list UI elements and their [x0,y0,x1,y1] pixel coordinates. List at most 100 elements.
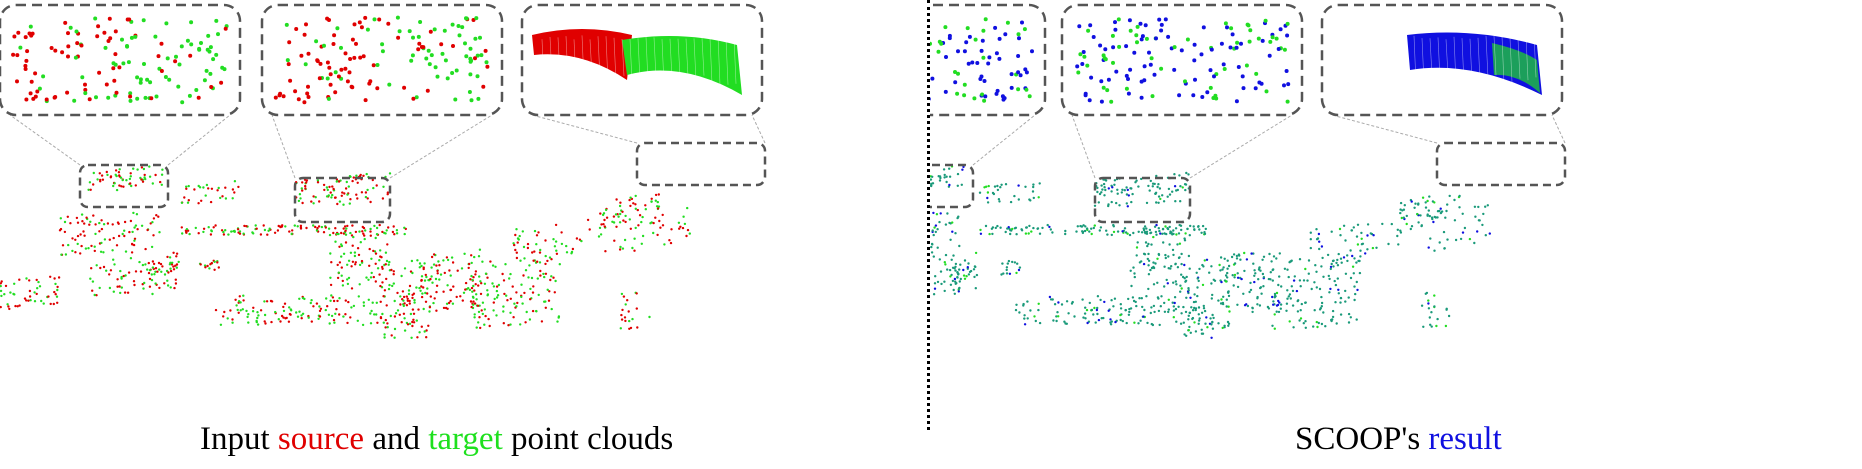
cloud-point [436,269,439,273]
cloud-point [1344,289,1347,293]
cloud-point [1371,246,1375,250]
cloud-point [1149,231,1153,234]
cloud-point [288,230,291,233]
zoom-point [1264,89,1269,94]
cloud-point [554,279,557,283]
cloud-point [974,265,977,269]
zoom-point [1192,58,1197,63]
cloud-point [1200,231,1203,234]
cloud-point [1155,174,1158,178]
cloud-point [402,312,406,315]
cloud-point [263,228,267,232]
cloud-point [298,193,302,196]
cloud-point [612,221,616,224]
cloud-point [102,223,106,226]
cloud-point [129,182,132,185]
cloud-point [118,285,121,288]
cloud-point [1132,231,1135,235]
cloud-point [548,290,551,293]
cloud-point [1484,234,1487,237]
cloud-point [291,229,294,232]
zoom-point [1009,72,1014,77]
cloud-point [408,284,412,288]
cloud-point [685,234,688,238]
zoom-point [427,62,432,67]
cloud-point [938,258,941,261]
cloud-point [528,264,531,267]
cloud-point [392,270,395,273]
cloud-point [180,201,184,204]
cloud-point [1188,234,1191,237]
cloud-point [374,236,377,240]
cloud-point [952,288,955,292]
zoom-point [143,95,148,100]
cloud-point [962,268,965,272]
cloud-point [175,252,179,255]
cloud-point [472,284,475,288]
cloud-point [1225,305,1228,308]
cloud-point [245,309,248,313]
scan-line [549,37,553,77]
zoom-point [1024,87,1029,92]
cloud-point [1211,313,1214,317]
cloud-point [1350,229,1354,232]
cloud-point [116,221,120,224]
cloud-point [1221,326,1224,330]
cloud-point [560,242,564,246]
cloud-point [1006,227,1009,230]
cloud-point [1155,233,1158,236]
cloud-point [555,249,558,252]
cloud-point [1252,252,1255,255]
cloud-point [661,224,665,227]
zoom-point [980,92,985,97]
cloud-point [385,304,388,307]
cloud-point [1113,179,1117,182]
cloud-point [217,186,220,190]
cloud-point [1273,292,1277,296]
cloud-point [1420,304,1424,307]
cloud-point [1428,195,1431,198]
cloud-point [1358,259,1361,263]
cloud-point [239,301,242,304]
cloud-point [56,285,59,289]
zoom-point [453,97,458,102]
zoom-box [930,3,1047,117]
cloud-point [641,215,644,219]
cloud-point [288,312,292,316]
cloud-point [1167,310,1170,314]
zoom-point [1135,24,1140,29]
overview-point-cloud [930,165,1491,339]
cloud-point [963,259,967,262]
cloud-point [471,290,474,293]
cloud-point [386,193,389,196]
zoom-point [943,25,948,30]
cloud-point [479,326,482,330]
cloud-point [424,273,427,277]
cloud-point [650,197,653,200]
cloud-point [163,273,167,276]
cloud-point [1009,229,1012,232]
cloud-point [417,308,420,311]
zoom-point [93,16,98,21]
cloud-point [151,266,155,269]
cloud-point [1150,243,1153,246]
zoom-point [164,21,169,26]
zoom-point [981,55,986,60]
cloud-point [363,237,366,241]
cloud-point [418,331,421,334]
cloud-point [151,292,154,296]
cloud-point [1038,232,1042,235]
cloud-point [100,174,104,177]
zoom-point [173,59,178,64]
cloud-point [329,191,332,194]
cloud-point [87,188,90,191]
callout-line [972,114,1036,166]
cloud-point [1337,292,1340,295]
cloud-point [620,313,623,317]
zoom-point [475,53,480,58]
cloud-point [90,267,93,270]
cloud-point [1084,317,1087,320]
cloud-point [56,288,59,292]
zoom-point [1257,80,1262,85]
cloud-point [341,279,344,283]
